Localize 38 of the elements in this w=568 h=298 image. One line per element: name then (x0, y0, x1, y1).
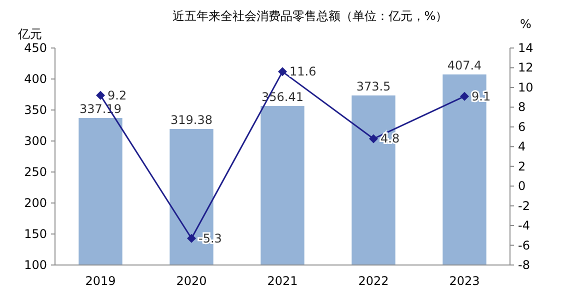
y2-tick-label: -4 (518, 218, 530, 233)
y-tick-label: 200 (24, 196, 47, 210)
data-label: 373.5 (356, 79, 391, 94)
y-tick-label: 100 (24, 258, 47, 272)
point (278, 67, 287, 76)
point (187, 234, 196, 243)
x-tick-label: 2022 (358, 274, 389, 288)
point (96, 90, 105, 100)
y2-tick-label: -2 (518, 198, 530, 213)
y2-tick-label: 4 (518, 140, 526, 154)
x-tick-label: 2021 (267, 274, 298, 288)
y-tick-label: 300 (24, 134, 47, 148)
y-tick-label: 150 (24, 227, 47, 241)
point (369, 134, 378, 144)
y-tick-label: 450 (24, 41, 47, 55)
x-tick-label: 2020 (176, 274, 207, 288)
y2-tick-label: -6 (518, 238, 530, 252)
y2-tick-label: 14 (518, 41, 534, 55)
y2-tick-label: -8 (518, 258, 530, 272)
y-tick-label: 250 (24, 165, 47, 179)
y2-tick-label: 10 (518, 80, 534, 94)
data-label: 9.2 (108, 88, 127, 102)
y2-tick-label: 6 (518, 120, 526, 134)
x-tick-label: 2023 (449, 274, 480, 288)
chart-title: 近五年来全社会消费品零售总额（单位：亿元，%） (172, 9, 448, 23)
y-axis-title: 亿元 (17, 27, 42, 41)
y-tick-label: 400 (24, 72, 47, 86)
y-tick-label: 350 (24, 103, 47, 117)
y2-axis-title: % (520, 17, 532, 31)
y2-tick-label: 2 (518, 159, 526, 174)
data-label: 407.4 (447, 58, 482, 72)
data-label: 319.38 (170, 112, 212, 127)
y2-tick-label: 8 (518, 100, 526, 114)
point (460, 92, 469, 101)
y2-tick-label: 12 (518, 60, 534, 75)
data-label: 11.6 (290, 64, 316, 79)
x-tick-label: 2019 (85, 274, 116, 288)
y2-tick-label: 0 (518, 179, 526, 194)
